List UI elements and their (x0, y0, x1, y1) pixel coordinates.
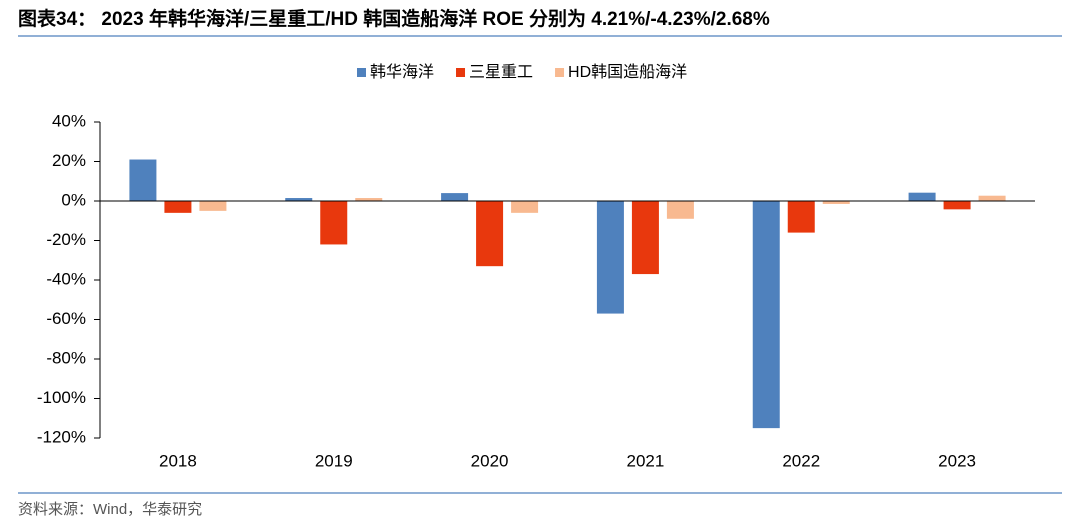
x-tick-label: 2021 (627, 451, 665, 470)
legend-swatch (357, 68, 366, 77)
x-tick-label: 2023 (938, 451, 976, 470)
bar (511, 201, 539, 213)
x-tick-label: 2018 (159, 451, 197, 470)
y-tick-label: -40% (46, 269, 86, 288)
bar (476, 201, 504, 267)
bar (129, 159, 157, 201)
bar (164, 201, 192, 213)
bar (752, 201, 780, 429)
legend-label: 韩华海洋 (370, 63, 434, 81)
y-tick-label: 0% (61, 190, 86, 209)
bar (666, 201, 694, 219)
bar (441, 193, 469, 201)
legend-swatch (456, 68, 466, 77)
legend-label: HD韩国造船海洋 (568, 63, 687, 81)
bar (596, 201, 624, 314)
bar (908, 192, 936, 201)
source: 资料来源：Wind，华泰研究 (18, 501, 202, 518)
y-tick-label: -80% (46, 348, 86, 367)
legend-swatch (555, 68, 565, 77)
bar (355, 198, 383, 201)
bar (285, 198, 313, 201)
bar (822, 201, 850, 204)
bar (978, 195, 1006, 201)
y-tick-label: -20% (46, 230, 86, 249)
y-tick-label: -100% (37, 388, 86, 407)
x-tick-label: 2019 (315, 451, 353, 470)
chart-title: 图表34： 2023 年韩华海洋/三星重工/HD 韩国造船海洋 ROE 分别为 … (18, 7, 770, 30)
y-tick-label: -60% (46, 309, 86, 328)
y-tick-label: 20% (52, 151, 86, 170)
bar (943, 201, 971, 210)
x-tick-label: 2020 (471, 451, 509, 470)
y-tick-label: -120% (37, 427, 86, 446)
bar (199, 201, 227, 211)
legend-label: 三星重工 (469, 63, 533, 81)
x-tick-label: 2022 (782, 451, 820, 470)
y-tick-label: 40% (52, 111, 86, 130)
bar (320, 201, 348, 245)
bar (631, 201, 659, 275)
bar (787, 201, 815, 233)
